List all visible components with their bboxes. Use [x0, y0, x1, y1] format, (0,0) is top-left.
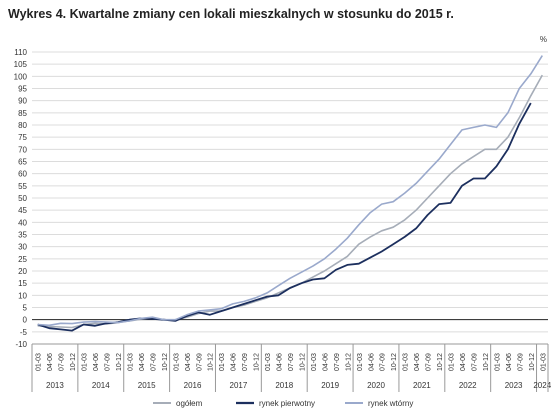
- x-tick-label: 01-03: [494, 353, 501, 371]
- y-tick-label: 70: [18, 145, 27, 154]
- year-label: 2018: [275, 381, 293, 390]
- x-tick-label: 04-06: [506, 353, 513, 371]
- x-tick-label: 01-03: [449, 353, 456, 371]
- y-tick-label: 85: [18, 109, 27, 118]
- y-tick-label: 40: [18, 218, 27, 227]
- y-tick-label: 15: [18, 279, 27, 288]
- x-tick-label: 04-06: [322, 353, 329, 371]
- y-tick-label: 10: [18, 291, 27, 300]
- legend-label: rynek pierwotny: [259, 399, 315, 408]
- x-tick-label: 07-09: [105, 353, 112, 371]
- y-tick-label: 55: [18, 182, 27, 191]
- x-tick-label: 04-06: [460, 353, 467, 371]
- year-label: 2022: [459, 381, 477, 390]
- x-tick-label: 10-12: [70, 353, 77, 371]
- x-tick-label: 10-12: [483, 353, 490, 371]
- x-tick-label: 04-06: [368, 353, 375, 371]
- y-axis-label: %: [540, 35, 547, 44]
- x-tick-label: 10-12: [254, 353, 261, 371]
- x-tick-label: 04-06: [93, 353, 100, 371]
- legend-label: ogółem: [176, 399, 203, 408]
- x-tick-label: 01-03: [540, 353, 547, 371]
- y-tick-label: -5: [20, 328, 28, 337]
- x-tick-label: 04-06: [47, 353, 54, 371]
- x-tick-label: 10-12: [529, 353, 536, 371]
- x-tick-label: 04-06: [231, 353, 238, 371]
- y-tick-label: 75: [18, 133, 27, 142]
- year-label: 2013: [46, 381, 64, 390]
- x-tick-label: 04-06: [414, 353, 421, 371]
- year-label: 2019: [321, 381, 339, 390]
- x-tick-label: 10-12: [116, 353, 123, 371]
- x-tick-label: 01-03: [403, 353, 410, 371]
- x-tick-label: 10-12: [299, 353, 306, 371]
- y-tick-label: 60: [18, 170, 27, 179]
- y-tick-label: 35: [18, 231, 27, 240]
- year-label: 2024: [533, 381, 551, 390]
- year-label: 2015: [138, 381, 156, 390]
- x-tick-label: 04-06: [277, 353, 284, 371]
- x-tick-label: 01-03: [173, 353, 180, 371]
- y-tick-label: 5: [23, 304, 28, 313]
- x-tick-label: 01-03: [82, 353, 89, 371]
- x-tick-label: 07-09: [242, 353, 249, 371]
- y-tick-label: 95: [18, 85, 27, 94]
- x-tick-label: 01-03: [311, 353, 318, 371]
- y-tick-label: 80: [18, 121, 27, 130]
- legend-label: rynek wtórny: [368, 399, 413, 408]
- x-tick-label: 07-09: [334, 353, 341, 371]
- year-label: 2023: [505, 381, 523, 390]
- x-tick-label: 10-12: [345, 353, 352, 371]
- x-tick-label: 07-09: [150, 353, 157, 371]
- year-label: 2016: [184, 381, 202, 390]
- y-tick-label: 90: [18, 97, 27, 106]
- y-tick-label: 25: [18, 255, 27, 264]
- x-tick-label: 04-06: [185, 353, 192, 371]
- x-tick-label: 07-09: [59, 353, 66, 371]
- x-tick-label: 01-03: [265, 353, 272, 371]
- y-tick-label: 30: [18, 243, 27, 252]
- y-tick-label: 110: [14, 48, 27, 57]
- y-tick-label: 100: [14, 72, 28, 81]
- chart-title: Wykres 4. Kwartalne zmiany cen lokali mi…: [8, 7, 454, 21]
- x-tick-label: 10-12: [437, 353, 444, 371]
- y-tick-label: 65: [18, 158, 27, 167]
- year-label: 2020: [367, 381, 385, 390]
- x-tick-label: 10-12: [391, 353, 398, 371]
- series-line: [37, 55, 543, 327]
- x-tick-label: 07-09: [380, 353, 387, 371]
- x-tick-label: 07-09: [517, 353, 524, 371]
- year-label: 2014: [92, 381, 110, 390]
- y-tick-label: 20: [18, 267, 27, 276]
- x-tick-label: 10-12: [162, 353, 169, 371]
- x-tick-label: 01-03: [357, 353, 364, 371]
- x-tick-label: 01-03: [219, 353, 226, 371]
- x-tick-label: 07-09: [426, 353, 433, 371]
- year-label: 2017: [230, 381, 248, 390]
- y-tick-label: 105: [14, 60, 28, 69]
- year-label: 2021: [413, 381, 431, 390]
- x-tick-label: 07-09: [288, 353, 295, 371]
- x-tick-label: 07-09: [471, 353, 478, 371]
- x-tick-label: 01-03: [36, 353, 43, 371]
- y-tick-label: 0: [23, 316, 28, 325]
- y-tick-label: -10: [15, 340, 27, 349]
- x-tick-label: 07-09: [196, 353, 203, 371]
- y-tick-label: 50: [18, 194, 27, 203]
- x-tick-label: 04-06: [139, 353, 146, 371]
- x-tick-label: 01-03: [127, 353, 134, 371]
- y-tick-label: 45: [18, 206, 27, 215]
- x-tick-label: 10-12: [208, 353, 215, 371]
